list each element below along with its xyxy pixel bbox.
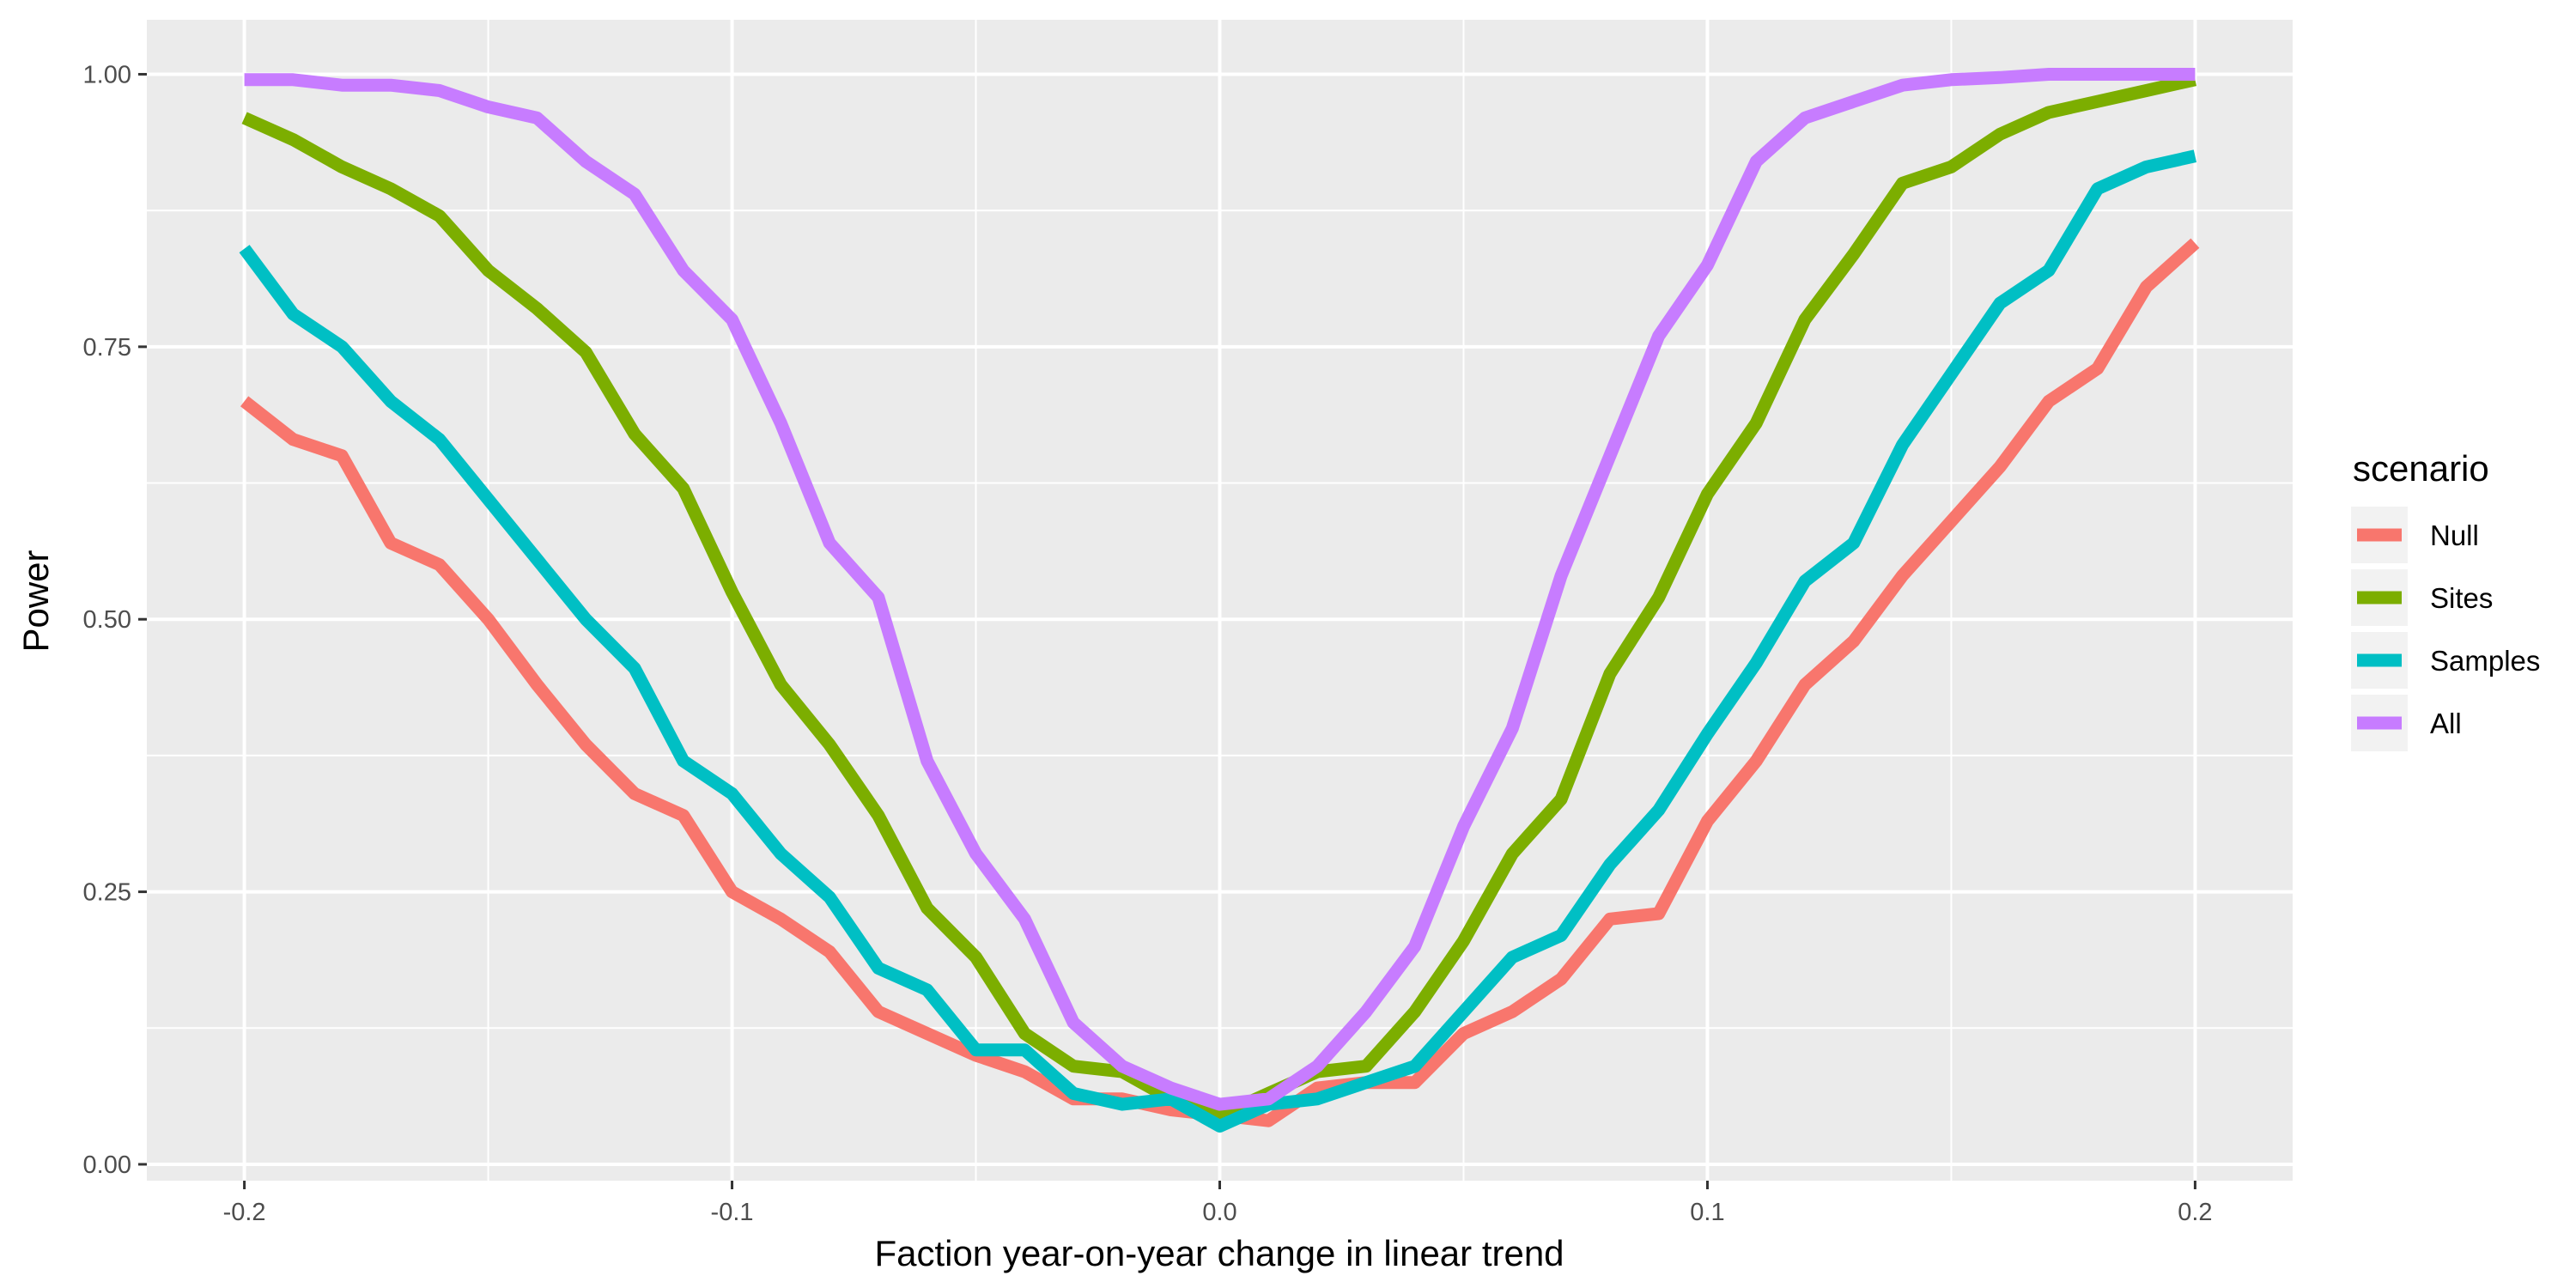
x-tick-label: 0.2 [2178,1199,2212,1226]
y-tick-labels: 0.00 0.25 0.50 0.75 1.00 [83,61,131,1178]
x-tick-label: -0.2 [223,1199,266,1226]
x-tick-label: 0.1 [1690,1199,1724,1226]
series-line-all [244,68,2196,1111]
y-tick-label: 1.00 [83,61,131,88]
y-tick-label: 0.00 [83,1151,131,1179]
legend-label-sites: Sites [2430,582,2493,614]
x-tick-label: 0.0 [1202,1199,1236,1226]
x-tick-label: -0.1 [711,1199,754,1226]
legend-title: scenario [2353,448,2489,489]
y-tick-label: 0.50 [83,606,131,634]
legend-label-all: All [2430,708,2462,739]
x-tick-labels: -0.2 -0.1 0.0 0.1 0.2 [223,1199,2213,1226]
series-line-samples [239,149,2197,1133]
legend: scenario Null Sites Samples All [2351,448,2540,751]
series-lines [239,68,2200,1133]
x-axis-title: Faction year-on-year change in linear tr… [874,1233,1564,1273]
legend-label-null: Null [2430,519,2479,551]
axis-ticks [138,72,2196,1189]
legend-items: Null Sites Samples All [2351,507,2540,751]
y-axis-title: Power [15,550,56,652]
legend-label-samples: Samples [2430,645,2540,677]
y-tick-label: 0.75 [83,334,131,361]
series-line-sites [241,73,2197,1122]
y-tick-label: 0.25 [83,879,131,907]
